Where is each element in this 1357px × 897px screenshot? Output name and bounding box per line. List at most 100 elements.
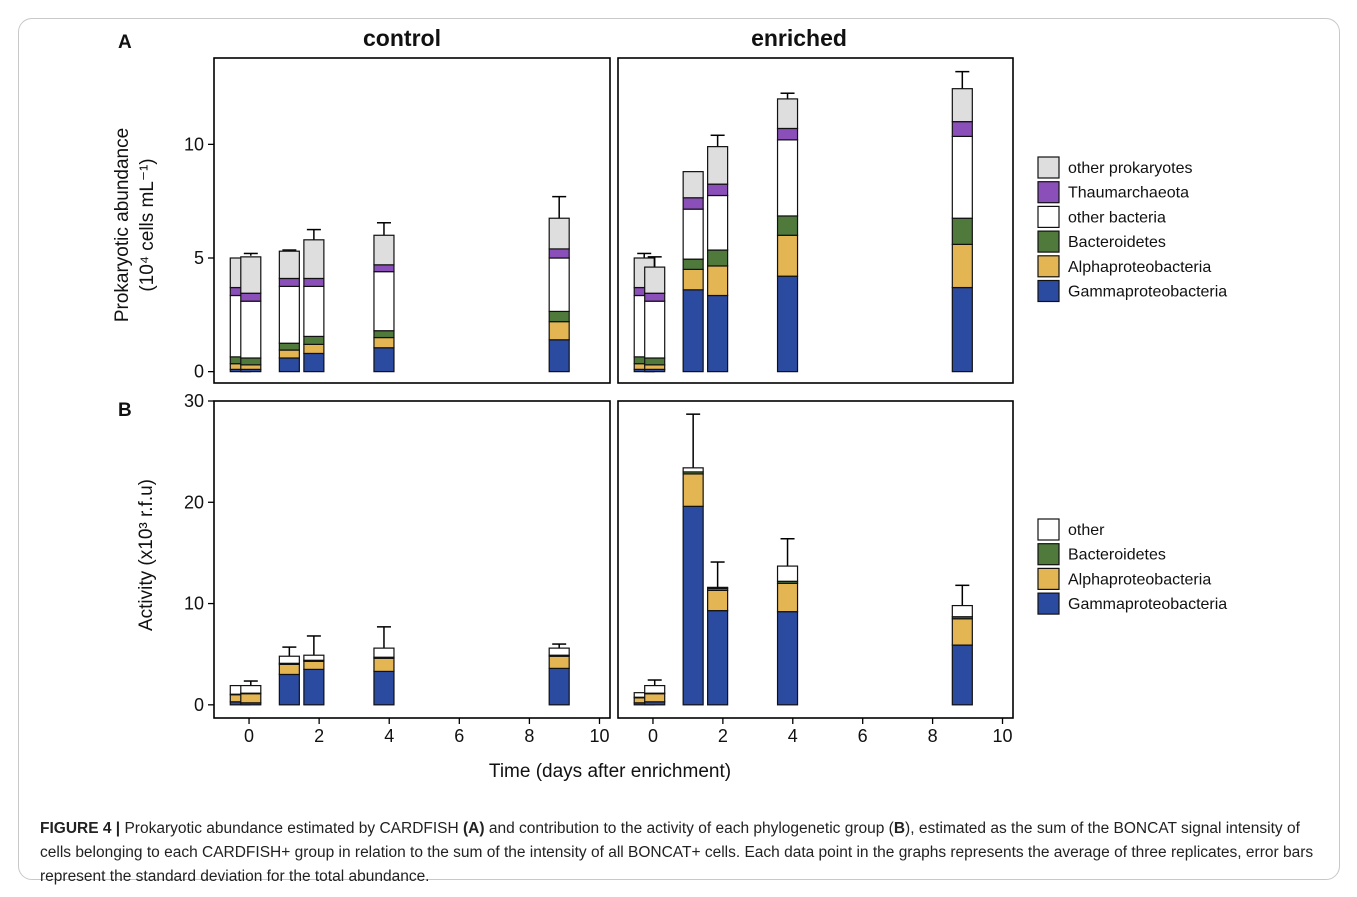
legend-label: other bacteria — [1068, 209, 1166, 226]
bar-segment-gammaproteobacteria — [373, 347, 395, 373]
legend-swatch-alphaproteobacteria — [1037, 255, 1060, 278]
bar-segment-bacteroidetes — [707, 249, 729, 267]
bar-segment-alphaproteobacteria — [644, 693, 666, 703]
plot-frame — [617, 57, 1014, 384]
x-tick-label: 2 — [718, 726, 728, 746]
bar-segment-bacteroidetes — [303, 335, 325, 345]
bar-segment-gammaproteobacteria — [707, 294, 729, 373]
legend-label: other prokaryotes — [1068, 160, 1193, 177]
bar-segment-alphaproteobacteria — [373, 336, 395, 349]
bar-segment-alphaproteobacteria — [303, 343, 325, 355]
legend-swatch-other-bacteria — [1037, 205, 1060, 228]
y-tick-label: 20 — [184, 492, 204, 512]
y-tick-label: 0 — [194, 695, 204, 715]
legend-label: Thaumarchaeota — [1068, 185, 1189, 202]
bar-segment-other-bacteria — [776, 139, 799, 217]
bar-segment-alphaproteobacteria — [278, 349, 300, 359]
bar-segment-thaumarchaeota — [682, 197, 704, 210]
bar-segment-gammaproteobacteria — [303, 352, 325, 373]
bar-segment-alphaproteobacteria — [240, 693, 262, 704]
x-tick-label: 4 — [788, 726, 798, 746]
bar-segment-bacteroidetes — [776, 215, 799, 236]
bar-segment-other — [951, 604, 973, 618]
bar-segment-bacteroidetes — [548, 310, 570, 323]
bar-segment-thaumarchaeota — [278, 277, 300, 288]
y-tick-label: 10 — [184, 134, 204, 154]
bar-segment-gammaproteobacteria — [373, 670, 395, 706]
bar-segment-other-prokaryotes — [373, 234, 395, 266]
bar-segment-bacteroidetes — [278, 342, 300, 351]
figure-frame — [18, 18, 1340, 880]
bar-segment-gammaproteobacteria — [548, 339, 570, 373]
bar-segment-alphaproteobacteria — [548, 321, 570, 341]
bar-segment-other — [707, 586, 729, 589]
caption-ref-b: B — [893, 820, 906, 837]
x-axis-title: Time (days after enrichment) — [489, 761, 731, 782]
bar-segment-other-prokaryotes — [707, 146, 729, 185]
b-y-label: Activity (x10³ r.f.u) — [136, 479, 157, 631]
x-tick-label: 4 — [384, 726, 394, 746]
bar-segment-other-bacteria — [682, 208, 704, 260]
bar-segment-other-bacteria — [278, 285, 300, 344]
bar-segment-bacteroidetes — [644, 357, 666, 366]
x-tick-label: 10 — [589, 726, 609, 746]
figure-caption: FIGURE 4 | Prokaryotic abundance estimat… — [40, 817, 1325, 889]
x-tick-label: 0 — [244, 726, 254, 746]
facet-b-enriched: 0 2 4 6 8 10 — [617, 400, 1014, 746]
legend-swatch-other — [1037, 518, 1060, 541]
legend-swatch-bacteroidetes — [1037, 543, 1060, 566]
caption-label: FIGURE 4 | — [40, 820, 121, 837]
bar-segment-thaumarchaeota — [548, 248, 570, 259]
bar-segment-bacteroidetes — [951, 217, 973, 245]
bar-segment-thaumarchaeota — [951, 121, 973, 138]
legend-label: other — [1068, 522, 1105, 539]
legend-a: other prokaryotes Thaumarchaeota other bac… — [1037, 156, 1227, 303]
bar-segment-alphaproteobacteria — [548, 655, 570, 669]
bar-segment-gammaproteobacteria — [548, 667, 570, 706]
plot-frame — [213, 57, 611, 384]
legend-label: Alphaproteobacteria — [1068, 259, 1211, 276]
caption-text-1: Prokaryotic abundance estimated by CARDF… — [120, 820, 464, 837]
facet-title-enriched: enriched — [751, 25, 847, 51]
bar-segment-gammaproteobacteria — [776, 611, 799, 706]
bar-segment-alphaproteobacteria — [682, 268, 704, 291]
bar-segment-alphaproteobacteria — [776, 582, 799, 613]
bar-segment-other — [682, 467, 704, 473]
legend-label: Bacteroidetes — [1068, 547, 1166, 564]
x-tick-label: 8 — [928, 726, 938, 746]
bar-segment-gammaproteobacteria — [951, 286, 973, 373]
bar-segment-other — [644, 684, 666, 694]
bar-segment-other-bacteria — [951, 135, 973, 219]
x-tick-label: 0 — [648, 726, 658, 746]
bar-segment-thaumarchaeota — [373, 264, 395, 273]
bar-segment-gammaproteobacteria — [776, 275, 799, 373]
x-tick-label: 2 — [314, 726, 324, 746]
bar-segment-alphaproteobacteria — [951, 618, 973, 646]
plot-frame — [213, 400, 611, 719]
bar-segment-thaumarchaeota — [776, 127, 799, 141]
legend-label: Gammaproteobacteria — [1068, 284, 1227, 301]
legend-label: Bacteroidetes — [1068, 234, 1166, 251]
y-tick-label: 0 — [194, 362, 204, 382]
bar-segment-other-prokaryotes — [278, 250, 300, 280]
bar-segment-alphaproteobacteria — [240, 364, 262, 370]
bar-segment-alphaproteobacteria — [373, 657, 395, 673]
legend-swatch-gammaproteobacteria — [1037, 279, 1060, 303]
panel-b-letter: B — [118, 400, 132, 421]
bar-segment-alphaproteobacteria — [707, 265, 729, 297]
bar-segment-alphaproteobacteria — [303, 660, 325, 670]
legend-swatch-thaumarchaeota — [1037, 181, 1060, 204]
y-tick-label: 10 — [184, 594, 204, 614]
bar-segment-bacteroidetes — [682, 258, 704, 270]
bar-segment-other-prokaryotes — [644, 266, 666, 294]
bar-segment-alphaproteobacteria — [951, 243, 973, 289]
bar-segment-other — [240, 684, 262, 694]
bar-segment-gammaproteobacteria — [278, 673, 300, 706]
bar-segment-gammaproteobacteria — [278, 357, 300, 373]
facet-title-control: control — [363, 25, 441, 51]
bar-segment-other-prokaryotes — [548, 217, 570, 250]
legend-swatch-alphaproteobacteria — [1037, 567, 1060, 591]
bar-segment-other-prokaryotes — [951, 88, 973, 123]
facet-a-enriched — [617, 57, 1014, 384]
